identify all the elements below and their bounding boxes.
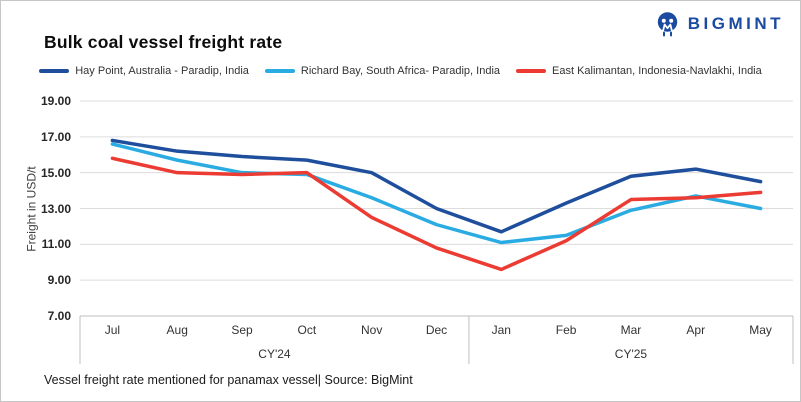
x-axis-month-label: Jul	[104, 323, 121, 337]
x-axis-month-label: Nov	[361, 323, 383, 337]
legend-item: Richard Bay, South Africa- Paradip, Indi…	[264, 65, 501, 77]
x-axis-month-label: Feb	[555, 323, 577, 337]
legend-label: Richard Bay, South Africa- Paradip, Indi…	[300, 65, 501, 77]
legend-line-swatch	[39, 69, 70, 73]
series-line	[110, 138, 763, 234]
x-axis-month-label: Oct	[297, 323, 317, 337]
x-axis-month-label: Aug	[166, 323, 188, 337]
x-axis-month-label: Apr	[686, 323, 706, 337]
y-axis-tick-label: 15.00	[40, 165, 71, 180]
y-axis-tick-label: 13.00	[40, 201, 71, 216]
chart-title: Bulk coal vessel freight rate	[44, 32, 283, 52]
brand-name: BIGMINT	[687, 13, 784, 33]
x-axis-month-label: Sep	[231, 323, 253, 337]
x-axis-group-label: CY'24	[258, 347, 291, 361]
series-line	[110, 142, 763, 245]
y-axis-tick-label: 19.00	[40, 94, 71, 108]
legend-line-swatch	[264, 69, 295, 73]
bigmint-logo-icon	[657, 12, 677, 37]
legend-label: Hay Point, Australia - Paradip, India	[75, 65, 249, 77]
y-axis-tick-label: 9.00	[47, 273, 71, 288]
y-axis-tick-label: 11.00	[41, 237, 71, 252]
series-line	[110, 156, 763, 272]
x-axis-month-label: Mar	[620, 323, 642, 337]
legend-line-swatch	[516, 69, 547, 73]
y-axis-tick-label: 7.00	[47, 309, 71, 323]
x-axis-month-label: Jan	[491, 323, 511, 337]
legend-label: East Kalimantan, Indonesia-Navlakhi, Ind…	[552, 65, 762, 77]
legend-item: East Kalimantan, Indonesia-Navlakhi, Ind…	[516, 65, 762, 77]
x-axis-group-label: CY'25	[614, 347, 648, 361]
x-axis-month-label: May	[749, 323, 772, 337]
y-axis-tick-label: 17.00	[40, 129, 71, 144]
source-note: Vessel freight rate mentioned for panama…	[44, 373, 413, 387]
y-axis-title: Freight in USD/t	[24, 165, 38, 252]
x-axis-month-label: Dec	[425, 323, 448, 337]
legend-item: Hay Point, Australia - Paradip, India	[39, 65, 249, 77]
chart-legend: Hay Point, Australia - Paradip, India Ric…	[1, 65, 800, 77]
brand-logo: BIGMINT	[654, 10, 784, 37]
